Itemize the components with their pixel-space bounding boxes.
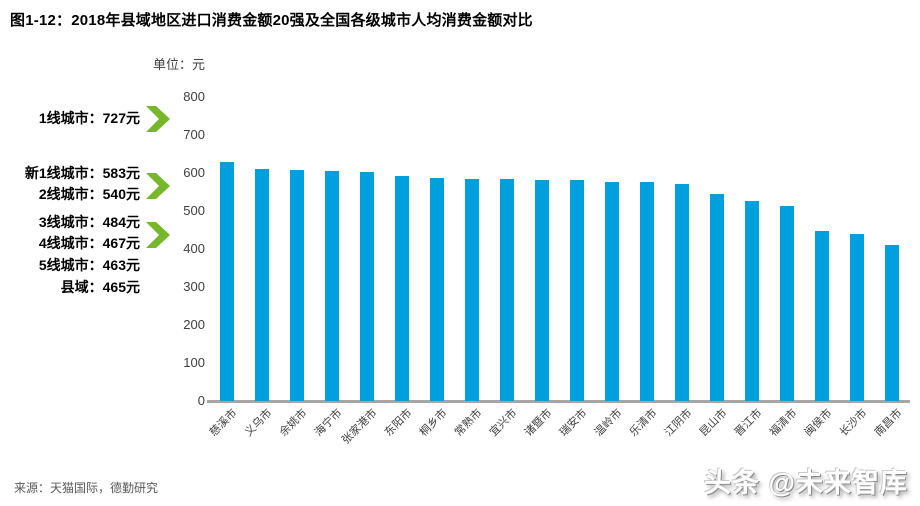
chevron-right-icon (146, 173, 170, 199)
y-tick-label: 800 (183, 89, 205, 104)
bar (325, 171, 339, 401)
tier-annotation-new-tier1: 新1线城市：583元 (24, 165, 140, 181)
bar (815, 230, 829, 401)
bar (500, 179, 514, 401)
bar (430, 177, 444, 401)
x-axis-category-label: 慈溪市 (207, 407, 240, 439)
bar (290, 170, 304, 401)
bar (850, 233, 864, 401)
bar (465, 178, 479, 401)
y-tick-label: 500 (183, 203, 205, 218)
tier-annotation-tier4: 4线城市：467元 (38, 235, 140, 251)
tier-annotation-tier1: 1线城市：727元 (38, 110, 140, 126)
bar (745, 201, 759, 401)
tier-annotation-tier3: 3线城市：484元 (38, 214, 140, 230)
bar (255, 169, 269, 401)
y-tick-label: 200 (183, 317, 205, 332)
bar (395, 175, 409, 401)
x-axis-line (207, 400, 910, 403)
watermark: 头条 @未来智库 (704, 468, 908, 498)
tier-annotation-tier5: 5线城市：463元 (38, 257, 140, 273)
y-tick-label: 0 (197, 393, 205, 408)
bar (640, 181, 654, 401)
bar (570, 180, 584, 401)
bar (780, 206, 794, 401)
bar (360, 172, 374, 401)
y-tick-label: 400 (183, 241, 205, 256)
tier-annotation-county: 县域：465元 (60, 279, 140, 295)
y-tick-label: 600 (183, 165, 205, 180)
y-tick-label: 100 (183, 355, 205, 370)
tier-annotation-tier2: 2线城市：540元 (38, 186, 140, 202)
y-tick-label: 700 (183, 127, 205, 142)
bar (535, 179, 549, 401)
bar (885, 245, 899, 401)
chart-title: 图1-12：2018年县域地区进口消费金额20强及全国各级城市人均消费金额对比 (10, 12, 533, 29)
y-tick-label: 300 (183, 279, 205, 294)
chevron-right-icon (146, 222, 170, 248)
unit-label: 单位：元 (152, 57, 205, 72)
bar (220, 162, 234, 401)
bar (675, 184, 689, 401)
bar (605, 182, 619, 401)
bar (710, 193, 724, 401)
source-note: 来源：天猫国际，德勤研究 (14, 481, 159, 495)
chevron-right-icon (146, 106, 170, 132)
